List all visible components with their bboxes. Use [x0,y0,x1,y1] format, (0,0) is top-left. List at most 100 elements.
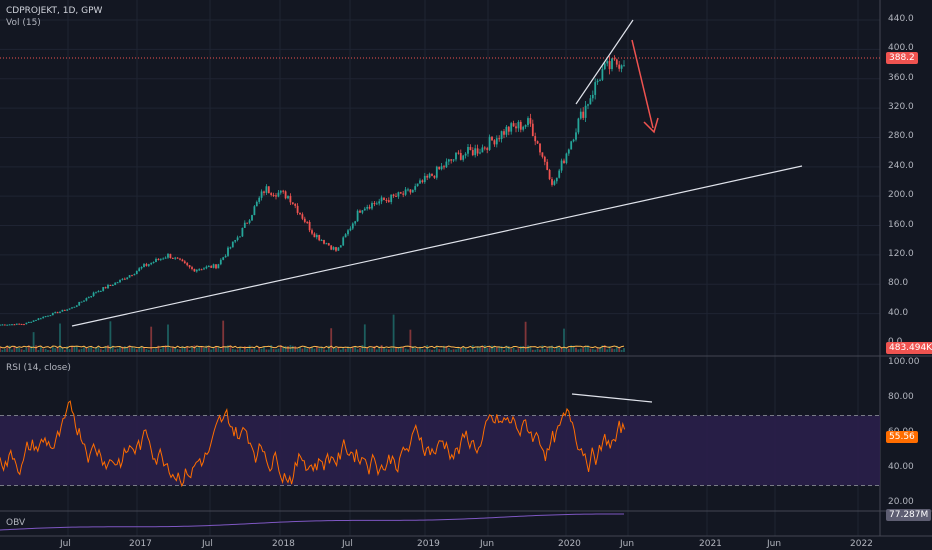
candle-body [548,169,551,180]
rsi-band [0,415,880,486]
volume-bar [479,347,481,352]
volume-bar [462,346,465,352]
volume-bar [582,348,585,352]
candle-body [587,104,589,106]
volume-bar [169,348,172,352]
rsi-line [0,400,626,488]
volume-bar [455,349,457,352]
candle-body [368,206,371,209]
candle-body [222,257,225,260]
candle-body [435,166,438,178]
candle-body [512,123,515,127]
volume-bar [49,349,52,352]
candle-body [575,132,577,140]
volume-bar [255,349,258,352]
candle-body [207,266,210,268]
candle-body [332,247,335,250]
volume-bar [198,346,201,352]
candle-body [411,189,414,193]
candle-body [212,264,215,268]
candle-body [493,140,496,145]
volume-bar [13,345,16,352]
volume-bar [23,349,25,352]
candle-body [491,136,493,141]
volume-bar [383,348,385,352]
volume-bar [591,349,594,352]
candle-body [313,233,316,238]
candle-body [224,255,227,258]
candle-body [37,318,40,320]
volume-bar [323,349,325,352]
candle-body [47,315,49,317]
time-tick-label: Jul [60,539,71,549]
volume-bar [457,347,460,352]
volume-bar [387,349,390,352]
volume-bar [267,349,270,352]
candle-body [203,268,205,270]
candle-body [0,324,1,326]
volume-bar [450,349,453,352]
volume-bar [620,349,623,352]
volume-bar [191,347,193,352]
volume-bar [176,349,179,352]
time-tick-label: 2020 [558,539,581,549]
candle-body [450,159,453,161]
volume-bar [474,349,477,352]
volume-bar [109,321,112,352]
volume-bar [236,349,239,352]
candle-body [423,175,426,183]
candle-body [114,282,117,286]
candle-body [284,191,287,199]
volume-bar [534,349,537,352]
candle-body [260,191,263,198]
volume-bar [423,349,426,352]
candle-body [219,259,222,265]
volume-bar [164,345,167,352]
candle-body [49,315,52,317]
candle-body [56,312,59,314]
candle-body [174,257,177,259]
volume-bar [426,345,429,352]
candle-body [296,205,299,213]
volume-bar [447,348,450,352]
candle-body [193,268,196,272]
volume-bar [92,349,95,352]
candle-body [306,221,309,223]
candle-body [378,201,381,204]
candle-body [431,173,433,176]
candle-body [342,237,345,246]
candle-body [155,258,157,263]
obv-value-tag: 77.287M [886,509,932,521]
volume-bar [431,349,433,352]
candle-body [217,264,220,269]
volume-bar [498,346,501,352]
candle-body [289,195,292,203]
time-tick-label: 2019 [417,539,440,549]
volume-bar [8,345,11,352]
candle-body [301,214,304,219]
volume-bar [623,348,625,352]
volume-bar [344,348,347,352]
candle-body [6,324,9,326]
price-tick-label: 360.0 [888,72,914,83]
candle-body [464,153,467,156]
candle-body [447,159,450,162]
candle-body [347,230,349,235]
volume-bar [224,346,227,352]
volume-bar [579,348,582,352]
volume-bar [311,346,313,352]
volume-bar [339,349,342,352]
rsi-label: RSI (14, close) [6,363,71,373]
candle-body [541,152,544,157]
volume-bar [428,349,431,352]
volume-bar [325,349,328,352]
candle-body [462,155,465,160]
volume-bar [179,349,181,352]
candle-body [71,307,73,309]
volume-bar [517,348,520,352]
candle-body [66,309,69,311]
volume-bar [135,349,138,352]
volume-bar [363,324,366,352]
candle-body [119,279,121,283]
